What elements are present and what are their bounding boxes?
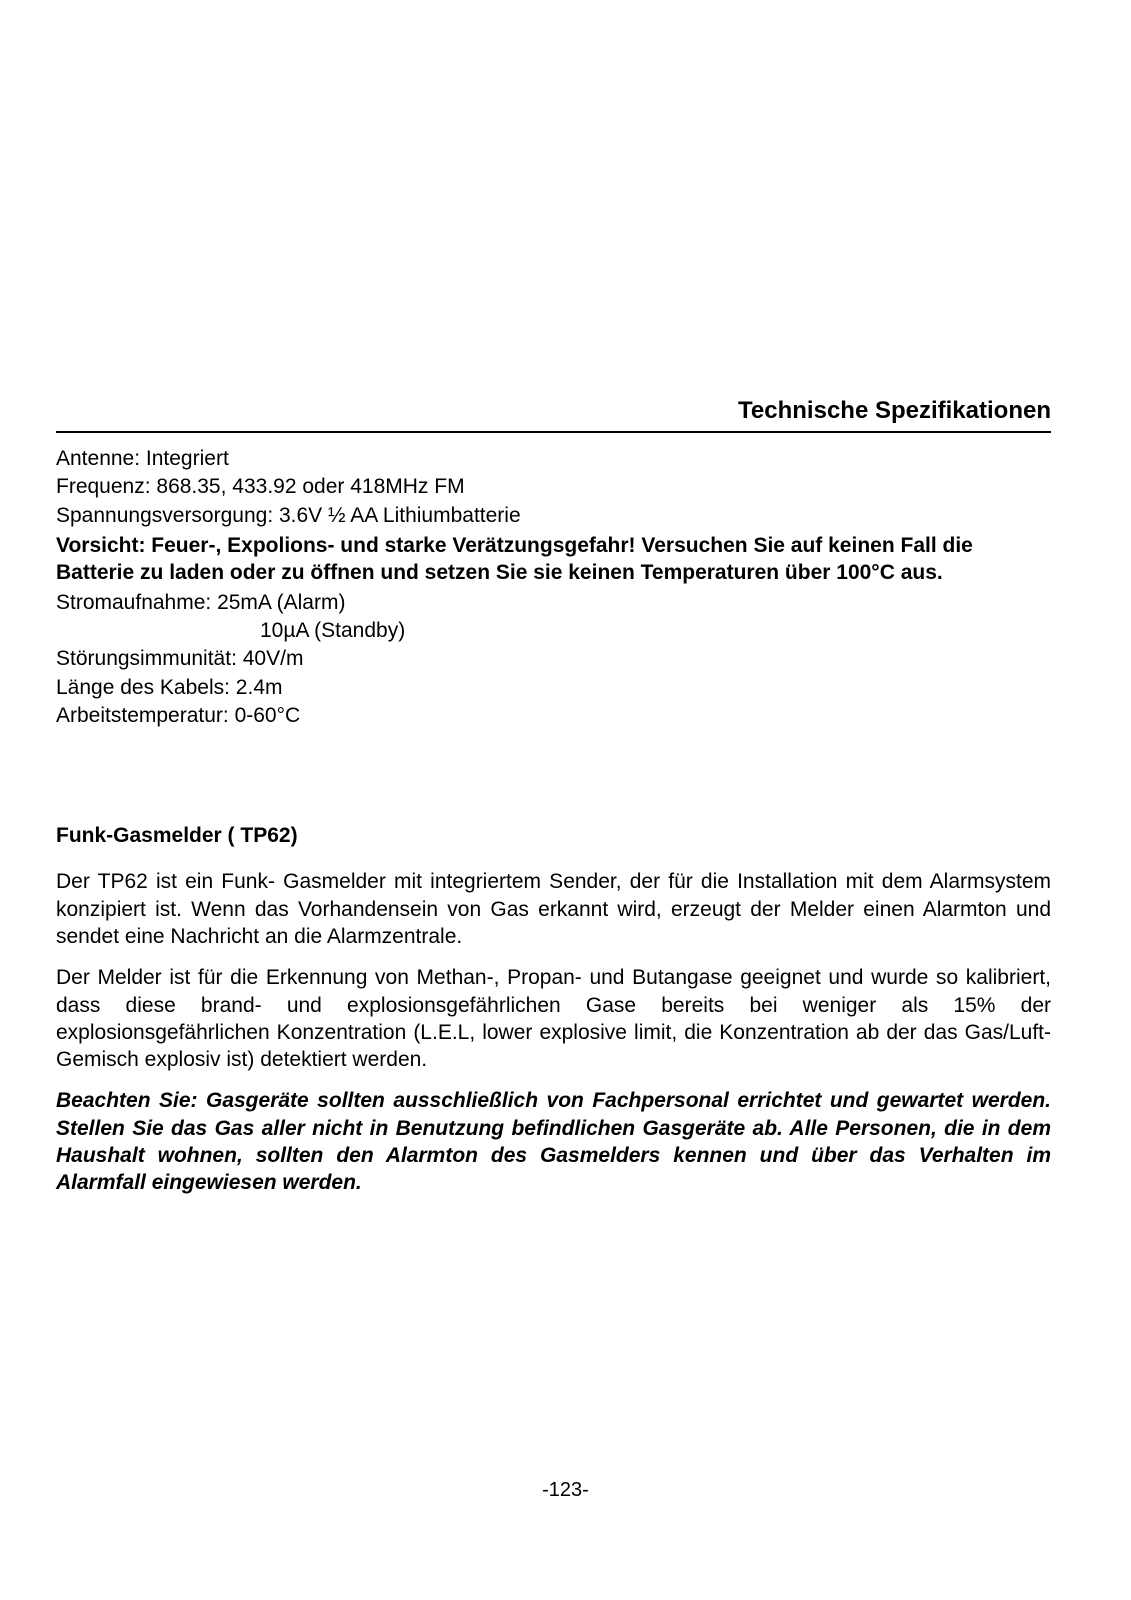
spec-immunity: Störungsimmunität: 40V/m: [56, 645, 1051, 673]
spec-antenna: Antenne: Integriert: [56, 445, 1051, 473]
product-heading: Funk-Gasmelder ( TP62): [56, 824, 1051, 848]
spec-power-supply: Spannungsversorgung: 3.6V ½ AA Lithiumba…: [56, 502, 1051, 530]
description-paragraph-1: Der TP62 ist ein Funk- Gasmelder mit int…: [56, 868, 1051, 950]
spec-frequency: Frequenz: 868.35, 433.92 oder 418MHz FM: [56, 473, 1051, 501]
spec-cable-length: Länge des Kabels: 2.4m: [56, 674, 1051, 702]
section-title: Technische Spezifikationen: [56, 397, 1051, 433]
spec-current-standby: 10µA (Standby): [56, 617, 1051, 645]
spec-current-alarm: Stromaufnahme: 25mA (Alarm): [56, 589, 1051, 617]
notice-paragraph: Beachten Sie: Gasgeräte sollten ausschli…: [56, 1087, 1051, 1196]
battery-warning: Vorsicht: Feuer-, Expolions- und starke …: [56, 532, 1051, 587]
description-paragraph-2: Der Melder ist für die Erkennung von Met…: [56, 964, 1051, 1073]
spec-operating-temp: Arbeitstemperatur: 0-60°C: [56, 702, 1051, 730]
page-number: -123-: [0, 1479, 1131, 1502]
